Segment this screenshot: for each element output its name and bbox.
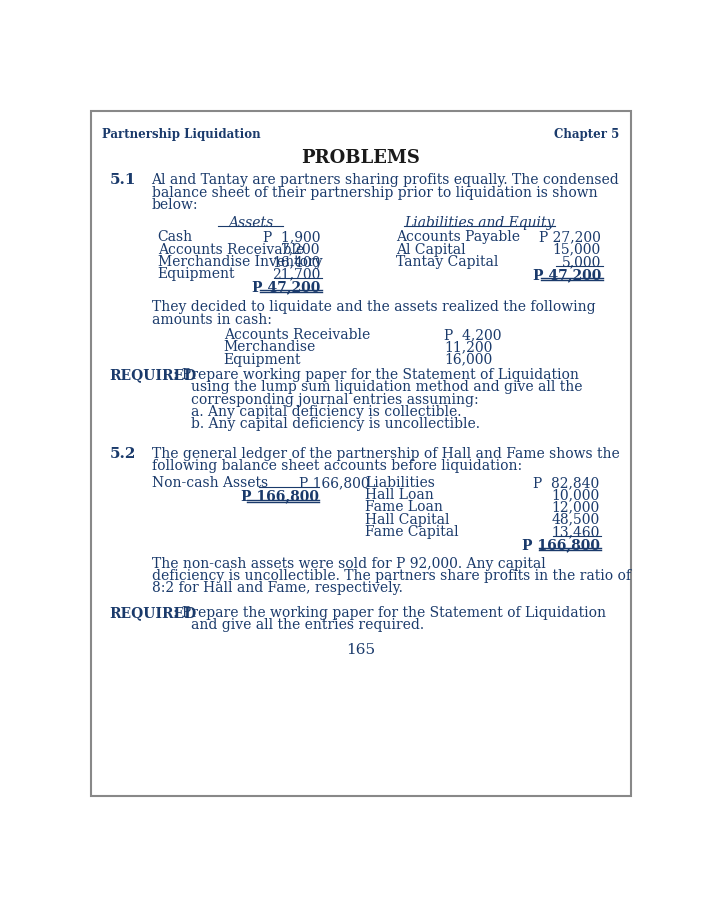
- Text: b. Any capital deficiency is uncollectible.: b. Any capital deficiency is uncollectib…: [191, 418, 480, 431]
- Text: a. Any capital deficiency is collectible.: a. Any capital deficiency is collectible…: [191, 405, 462, 419]
- Text: P 166,800: P 166,800: [298, 476, 370, 489]
- Text: Liabilities: Liabilities: [365, 476, 435, 489]
- Text: Fame Capital: Fame Capital: [365, 525, 459, 539]
- Text: Liabilities and Equity: Liabilities and Equity: [404, 216, 555, 230]
- Text: P 166,800: P 166,800: [241, 489, 319, 504]
- Text: P  1,900: P 1,900: [263, 230, 320, 244]
- Text: Chapter 5: Chapter 5: [555, 128, 620, 141]
- Text: The non-cash assets were sold for P 92,000. Any capital: The non-cash assets were sold for P 92,0…: [151, 557, 546, 570]
- Text: P 47,200: P 47,200: [533, 268, 601, 282]
- Text: 13,460: 13,460: [551, 525, 600, 539]
- Text: 8:2 for Hall and Fame, respectively.: 8:2 for Hall and Fame, respectively.: [151, 581, 403, 595]
- Text: Tantay Capital: Tantay Capital: [396, 255, 499, 269]
- Text: P 27,200: P 27,200: [539, 230, 601, 244]
- Text: Accounts Payable: Accounts Payable: [396, 230, 520, 244]
- Text: P  4,200: P 4,200: [444, 328, 502, 342]
- Text: Cash: Cash: [158, 230, 193, 244]
- Text: Partnership Liquidation: Partnership Liquidation: [102, 128, 260, 141]
- Text: Accounts Receivable: Accounts Receivable: [224, 328, 370, 342]
- Text: following balance sheet accounts before liquidation:: following balance sheet accounts before …: [151, 459, 522, 473]
- Text: deficiency is uncollectible. The partners share profits in the ratio of: deficiency is uncollectible. The partner…: [151, 569, 631, 583]
- Text: They decided to liquidate and the assets realized the following: They decided to liquidate and the assets…: [151, 300, 595, 314]
- Text: Merchandise Inventory: Merchandise Inventory: [158, 255, 322, 269]
- Text: Fame Loan: Fame Loan: [365, 500, 444, 515]
- Text: 15,000: 15,000: [553, 242, 601, 257]
- Text: 21,700: 21,700: [272, 267, 320, 281]
- Text: 12,000: 12,000: [551, 500, 600, 515]
- Text: Assets: Assets: [228, 216, 273, 230]
- Text: Accounts Receivable: Accounts Receivable: [158, 242, 304, 257]
- FancyBboxPatch shape: [91, 110, 631, 797]
- Text: and give all the entries required.: and give all the entries required.: [191, 618, 425, 632]
- Text: : Prepare working paper for the Statement of Liquidation: : Prepare working paper for the Statemen…: [173, 368, 579, 382]
- Text: REQUIRED: REQUIRED: [110, 368, 197, 382]
- Text: below:: below:: [151, 198, 198, 212]
- Text: Hall Capital: Hall Capital: [365, 513, 450, 527]
- Text: using the lump sum liquidation method and give all the: using the lump sum liquidation method an…: [191, 381, 583, 394]
- Text: amounts in cash:: amounts in cash:: [151, 313, 272, 327]
- Text: Hall Loan: Hall Loan: [365, 489, 434, 502]
- Text: 48,500: 48,500: [551, 513, 600, 527]
- Text: 165: 165: [346, 643, 375, 657]
- Text: PROBLEMS: PROBLEMS: [301, 148, 420, 166]
- Text: 16,000: 16,000: [444, 353, 493, 366]
- Text: REQUIRED: REQUIRED: [110, 606, 197, 620]
- Text: 10,000: 10,000: [551, 489, 600, 502]
- Text: Al and Tantay are partners sharing profits equally. The condensed: Al and Tantay are partners sharing profi…: [151, 173, 620, 187]
- Text: The general ledger of the partnership of Hall and Fame shows the: The general ledger of the partnership of…: [151, 446, 620, 461]
- Text: Merchandise: Merchandise: [224, 340, 316, 355]
- Text: balance sheet of their partnership prior to liquidation is shown: balance sheet of their partnership prior…: [151, 186, 597, 199]
- Text: corresponding journal entries assuming:: corresponding journal entries assuming:: [191, 392, 479, 407]
- Text: P 47,200: P 47,200: [252, 280, 320, 295]
- Text: 5,000: 5,000: [562, 255, 601, 269]
- Text: Al Capital: Al Capital: [396, 242, 466, 257]
- Text: : Prepare the working paper for the Statement of Liquidation: : Prepare the working paper for the Stat…: [173, 606, 606, 620]
- Text: Equipment: Equipment: [158, 267, 235, 281]
- Text: Non-cash Assets: Non-cash Assets: [151, 476, 268, 489]
- Text: 7,200: 7,200: [281, 242, 320, 257]
- Text: P 166,800: P 166,800: [522, 538, 600, 552]
- Text: P  82,840: P 82,840: [533, 476, 600, 489]
- Text: 16,400: 16,400: [272, 255, 320, 269]
- Text: 11,200: 11,200: [444, 340, 493, 355]
- Text: 5.1: 5.1: [110, 173, 136, 187]
- Text: 5.2: 5.2: [110, 446, 136, 461]
- Text: Equipment: Equipment: [224, 353, 301, 366]
